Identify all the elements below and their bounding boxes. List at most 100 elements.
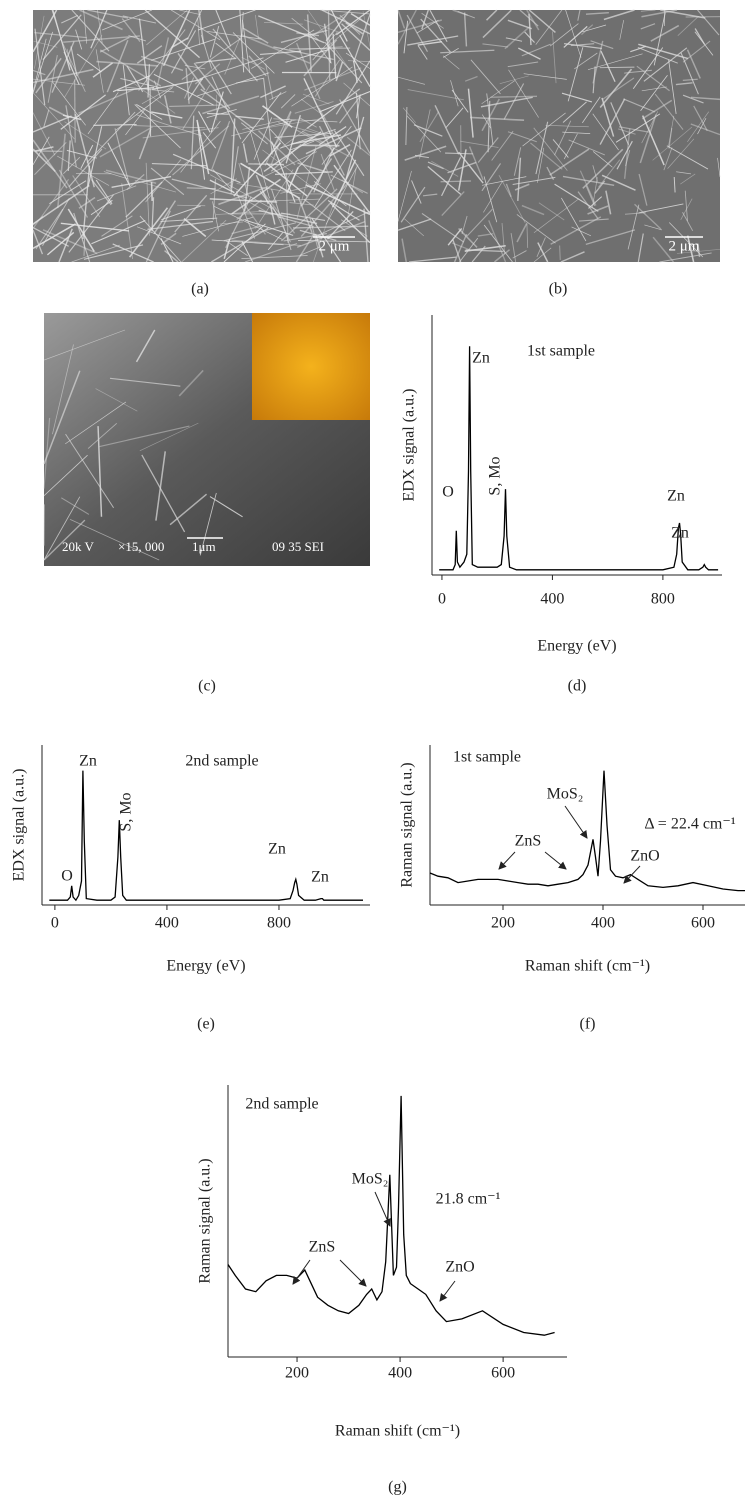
texture-line	[199, 492, 217, 556]
texture-line	[464, 75, 478, 82]
texture-line	[33, 40, 58, 48]
texture-line	[339, 14, 361, 35]
texture-line	[60, 39, 86, 92]
texture-line	[170, 9, 221, 41]
texture-line	[318, 126, 347, 146]
texture-line	[211, 120, 231, 171]
texture-line	[564, 42, 602, 50]
texture-line	[171, 37, 189, 49]
texture-line	[523, 73, 567, 80]
texture-line	[258, 130, 296, 166]
texture-line	[298, 197, 313, 234]
texture-line	[32, 215, 44, 226]
texture-line	[215, 210, 263, 216]
texture-line	[498, 175, 526, 224]
texture-line	[223, 223, 266, 263]
texture-line	[469, 116, 525, 122]
texture-line	[125, 181, 163, 218]
texture-line	[212, 201, 220, 232]
texture-line	[211, 76, 242, 140]
texture-line	[493, 249, 511, 263]
texture-line	[618, 126, 649, 133]
texture-line	[63, 35, 140, 43]
arrow	[339, 1259, 367, 1287]
texture-line	[687, 111, 710, 142]
texture-line	[230, 146, 239, 194]
texture-line	[209, 179, 235, 194]
texture-line	[521, 204, 545, 216]
texture-line	[63, 156, 81, 174]
texture-line	[255, 14, 259, 39]
sem-image-b	[397, 9, 721, 263]
texture-line	[163, 95, 172, 124]
texture-line	[568, 139, 605, 156]
x-axis-label: Energy (eV)	[537, 638, 616, 655]
sem-info: 09 35 SEI	[272, 539, 324, 554]
texture-line	[491, 130, 514, 161]
y-axis-label: EDX signal (a.u.)	[401, 389, 418, 502]
texture-line	[63, 51, 80, 85]
texture-line	[507, 19, 532, 30]
texture-line	[443, 55, 460, 70]
texture-line	[549, 148, 590, 176]
texture-line	[619, 19, 624, 40]
annotation: Zn	[667, 488, 685, 505]
texture-line	[487, 100, 491, 153]
texture-line	[169, 104, 221, 108]
panel-label: (e)	[197, 1016, 215, 1033]
annotation: O	[442, 484, 454, 501]
texture-line	[668, 115, 675, 147]
texture-line	[345, 52, 371, 69]
x-tick-label: 200	[491, 915, 515, 932]
texture-line	[280, 94, 296, 109]
texture-line	[570, 43, 595, 47]
texture-line	[623, 98, 656, 113]
texture-line	[260, 85, 286, 99]
panel-label: (a)	[191, 281, 209, 298]
texture-line	[126, 86, 175, 93]
y-axis-label: Raman signal (a.u.)	[197, 1158, 214, 1283]
texture-line	[153, 73, 214, 106]
texture-line	[427, 165, 462, 195]
texture-line	[122, 64, 130, 116]
texture-line	[637, 47, 678, 64]
texture-line	[90, 9, 108, 49]
texture-line	[363, 208, 369, 263]
texture-line	[273, 118, 338, 123]
x-tick-label: 0	[51, 915, 59, 932]
texture-line	[341, 23, 371, 51]
texture-line	[561, 92, 593, 103]
texture-line	[35, 146, 54, 152]
texture-line	[458, 151, 484, 184]
sem-image-c	[43, 313, 370, 566]
texture-line	[184, 65, 206, 70]
texture-line	[431, 160, 459, 177]
texture-line	[561, 197, 587, 242]
texture-line	[320, 90, 371, 113]
texture-line	[562, 131, 591, 135]
texture-line	[298, 240, 371, 243]
texture-line	[582, 24, 607, 33]
data-line	[439, 346, 719, 571]
texture-line	[42, 198, 70, 246]
texture-line	[434, 105, 460, 155]
texture-line	[43, 417, 51, 489]
texture-line	[291, 134, 342, 145]
texture-line	[482, 176, 527, 186]
texture-line	[643, 47, 688, 82]
texture-line	[60, 222, 130, 232]
texture-line	[210, 227, 269, 263]
texture-line	[164, 250, 179, 263]
texture-line	[138, 18, 149, 91]
texture-line	[270, 141, 296, 203]
texture-line	[571, 226, 592, 237]
x-tick-label: 400	[540, 591, 564, 608]
texture-line	[335, 61, 344, 82]
texture-line	[441, 157, 462, 197]
texture-line	[78, 196, 96, 209]
texture-line	[682, 94, 704, 104]
texture-line	[680, 52, 699, 95]
texture-line	[407, 35, 459, 46]
texture-line	[97, 426, 103, 517]
